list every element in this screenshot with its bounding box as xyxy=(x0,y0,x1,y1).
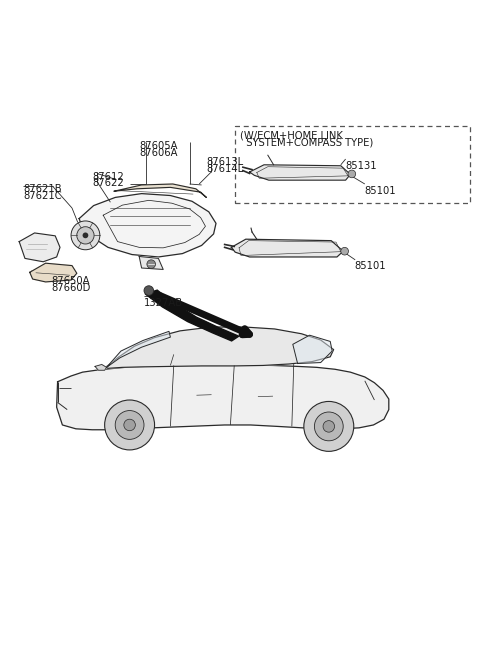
Polygon shape xyxy=(79,194,216,257)
Circle shape xyxy=(341,247,348,255)
Polygon shape xyxy=(145,290,239,341)
Polygon shape xyxy=(106,327,334,368)
Circle shape xyxy=(83,232,88,238)
FancyArrowPatch shape xyxy=(160,295,250,335)
Circle shape xyxy=(323,420,335,432)
Polygon shape xyxy=(231,239,343,257)
Polygon shape xyxy=(293,335,332,363)
Circle shape xyxy=(304,401,354,451)
Text: 85101: 85101 xyxy=(365,186,396,196)
Text: 1327AB: 1327AB xyxy=(144,298,183,308)
Circle shape xyxy=(115,411,144,440)
Polygon shape xyxy=(250,165,350,180)
Text: SYSTEM+COMPASS TYPE): SYSTEM+COMPASS TYPE) xyxy=(240,138,373,148)
Text: 87605A: 87605A xyxy=(139,141,178,151)
Circle shape xyxy=(147,260,156,268)
Polygon shape xyxy=(107,331,170,367)
Text: 85101: 85101 xyxy=(354,261,386,271)
Text: 87621B: 87621B xyxy=(23,184,61,194)
Text: 87621C: 87621C xyxy=(23,191,61,201)
Polygon shape xyxy=(57,365,389,430)
Polygon shape xyxy=(95,365,107,370)
Polygon shape xyxy=(139,256,163,270)
Text: 87606A: 87606A xyxy=(139,148,178,157)
Circle shape xyxy=(348,170,356,178)
Text: (W/ECM+HOME LINK: (W/ECM+HOME LINK xyxy=(240,131,343,140)
Text: 87614L: 87614L xyxy=(206,164,243,174)
Circle shape xyxy=(71,221,100,250)
Text: 85131: 85131 xyxy=(346,161,377,171)
Text: 87613L: 87613L xyxy=(206,157,243,167)
Text: 87650A: 87650A xyxy=(52,276,90,286)
Circle shape xyxy=(144,286,154,295)
Polygon shape xyxy=(114,184,206,197)
Polygon shape xyxy=(19,233,60,262)
Text: 87622: 87622 xyxy=(92,178,124,188)
Text: 87612: 87612 xyxy=(92,171,124,182)
Circle shape xyxy=(124,419,135,431)
Circle shape xyxy=(314,412,343,441)
Bar xyxy=(235,127,470,203)
Polygon shape xyxy=(30,263,77,282)
Text: 87660D: 87660D xyxy=(52,283,91,293)
Circle shape xyxy=(105,400,155,450)
Circle shape xyxy=(77,227,94,244)
